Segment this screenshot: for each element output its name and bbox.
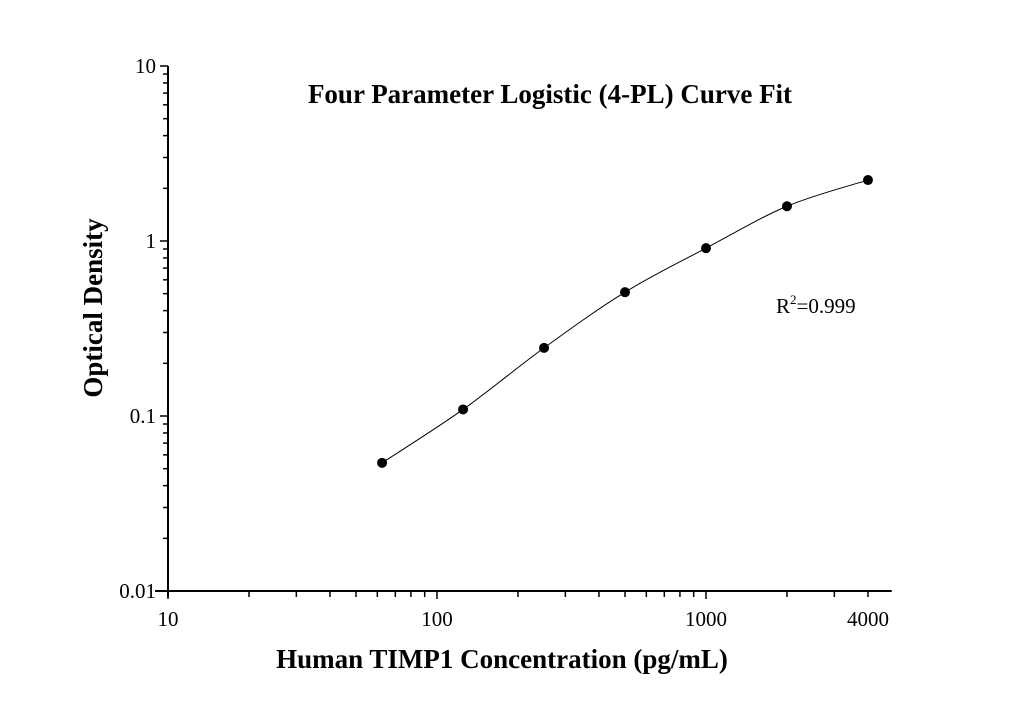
data-point [701, 243, 711, 254]
axes [155, 66, 892, 597]
y-axis-label: Optical Density [78, 218, 108, 398]
x-tick-label: 4000 [847, 607, 889, 631]
r-squared-annotation: R2=0.999 [776, 292, 856, 318]
r-squared-value: =0.999 [797, 294, 856, 318]
data-point [539, 342, 550, 353]
data-point [781, 201, 792, 212]
r-squared-superscript: 2 [790, 292, 797, 307]
data-point [620, 287, 631, 298]
data-points [377, 175, 873, 468]
x-tick-label: 10 [158, 607, 179, 631]
data-point [458, 404, 469, 415]
y-tick-label: 0.1 [130, 404, 156, 428]
y-tick-label: 1 [146, 229, 157, 253]
x-tick-label: 100 [421, 607, 453, 631]
ticks: 10 100 1000 4000 0.01 0.1 1 10 [119, 54, 889, 631]
data-point [862, 175, 873, 186]
y-tick-label: 10 [135, 54, 156, 78]
data-point [377, 457, 388, 468]
chart-title: Four Parameter Logistic (4-PL) Curve Fit [308, 79, 792, 109]
x-tick-label: 1000 [685, 607, 727, 631]
fit-curve [381, 179, 869, 464]
x-axis-label: Human TIMP1 Concentration (pg/mL) [276, 644, 728, 674]
r-squared-prefix: R [776, 294, 790, 318]
y-tick-label: 0.01 [119, 579, 156, 603]
